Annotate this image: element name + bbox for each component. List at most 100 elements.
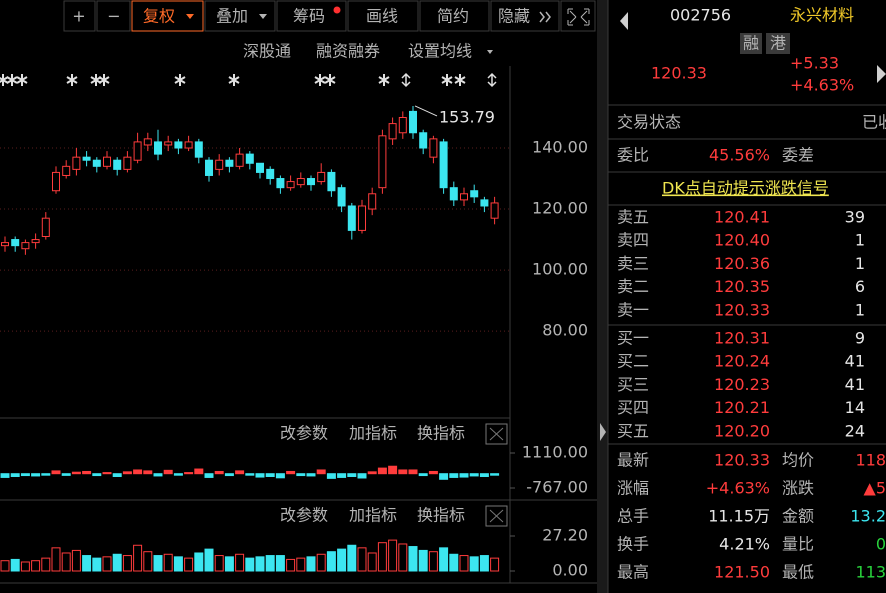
star xyxy=(66,74,78,86)
link[interactable]: 设置均线 xyxy=(408,42,472,61)
button-label[interactable]: 画线 xyxy=(366,7,398,26)
indicator-action[interactable]: 改参数 xyxy=(280,506,328,525)
indicator-action[interactable]: 改参数 xyxy=(280,424,328,443)
book-label: 买四 xyxy=(617,398,649,417)
button-label[interactable]: − xyxy=(107,7,120,26)
candle-body xyxy=(194,141,203,158)
bar xyxy=(459,555,469,572)
stat-label: 金额 xyxy=(782,507,814,526)
button-label[interactable]: 简约 xyxy=(437,7,469,26)
button[interactable] xyxy=(276,0,347,32)
button[interactable] xyxy=(131,0,204,32)
button[interactable] xyxy=(63,0,96,32)
bar xyxy=(326,551,336,572)
book-volume: 6 xyxy=(855,277,865,296)
bar xyxy=(275,555,285,572)
bar xyxy=(326,473,336,479)
bar xyxy=(469,473,479,477)
bar xyxy=(224,473,234,477)
stat-label: 涨跌 xyxy=(782,479,814,498)
fullscreen-icon[interactable] xyxy=(567,8,590,26)
annotation-arrow xyxy=(414,105,438,117)
bar xyxy=(173,473,183,476)
signal-link[interactable]: DK点自动提示涨跌信号 xyxy=(662,179,829,198)
y-tick-label: 27.20 xyxy=(542,526,588,545)
y-tick-label: -767.00 xyxy=(526,478,588,497)
collapse-arrow[interactable] xyxy=(600,423,606,441)
button-label[interactable]: + xyxy=(72,7,85,26)
candle-body xyxy=(378,135,387,189)
indicator-action[interactable]: 加指标 xyxy=(349,506,397,525)
close-box[interactable] xyxy=(485,423,508,445)
indicator-action[interactable]: 换指标 xyxy=(417,506,465,525)
button[interactable] xyxy=(490,0,560,32)
bar xyxy=(153,555,163,572)
bar xyxy=(479,473,489,477)
button[interactable] xyxy=(419,0,490,32)
bar xyxy=(31,473,41,477)
indicator-action[interactable]: 加指标 xyxy=(349,424,397,443)
bar xyxy=(235,470,245,475)
candle-body xyxy=(419,132,428,149)
bar xyxy=(153,473,163,477)
candle-body xyxy=(337,187,346,207)
candle-body xyxy=(133,141,142,161)
book-volume: 14 xyxy=(845,398,865,417)
scrollbar[interactable] xyxy=(597,0,608,593)
star xyxy=(487,72,497,88)
bar xyxy=(408,546,418,572)
bar xyxy=(204,548,214,572)
star xyxy=(174,74,186,86)
button-label[interactable]: 复权 xyxy=(143,7,175,26)
button[interactable] xyxy=(347,0,419,32)
link[interactable]: 融资融券 xyxy=(316,42,380,61)
bar xyxy=(347,544,357,572)
button[interactable] xyxy=(204,0,276,32)
stat-label: 最新 xyxy=(617,451,649,470)
button-label[interactable]: 叠加 xyxy=(216,7,248,26)
book-label: 买三 xyxy=(617,375,649,394)
bar xyxy=(122,471,132,475)
bar xyxy=(10,558,20,572)
candle-body xyxy=(429,138,438,158)
star xyxy=(90,74,102,86)
candle-body xyxy=(52,171,60,192)
bar xyxy=(245,473,255,476)
bar xyxy=(408,469,418,475)
close-box[interactable] xyxy=(485,505,508,527)
next-arrow[interactable] xyxy=(877,65,886,83)
button-label[interactable]: 隐藏 xyxy=(498,7,530,26)
candle-body xyxy=(11,239,20,247)
link[interactable]: 深股通 xyxy=(243,42,291,61)
bar xyxy=(316,469,326,475)
prev-arrow[interactable] xyxy=(620,12,628,30)
bar xyxy=(306,473,316,477)
candle-body xyxy=(72,156,81,170)
bar xyxy=(71,471,81,475)
stat-label: 量比 xyxy=(782,535,814,554)
candle-body xyxy=(235,153,244,167)
stock-name: 永兴材料 xyxy=(790,6,854,25)
stat-value: 118 xyxy=(855,451,886,470)
bar xyxy=(214,555,224,572)
candle-body xyxy=(82,156,91,161)
label: 交易状态 xyxy=(617,113,681,132)
bar xyxy=(31,560,41,572)
bar xyxy=(418,549,428,572)
book-price: 120.21 xyxy=(714,398,770,417)
book-price: 120.24 xyxy=(714,352,770,371)
bar xyxy=(102,556,112,572)
button-label[interactable]: 筹码 xyxy=(293,7,325,26)
candle-body xyxy=(113,159,122,170)
bar xyxy=(490,557,500,572)
badge-dot xyxy=(333,6,341,14)
button[interactable] xyxy=(96,0,131,32)
dropdown-arrow xyxy=(487,50,493,54)
stat-value: 13.2 xyxy=(850,507,886,526)
button[interactable] xyxy=(560,0,596,32)
bar xyxy=(122,555,132,572)
book-price: 120.20 xyxy=(714,421,770,440)
indicator-action[interactable]: 换指标 xyxy=(417,424,465,443)
bar xyxy=(337,548,347,572)
